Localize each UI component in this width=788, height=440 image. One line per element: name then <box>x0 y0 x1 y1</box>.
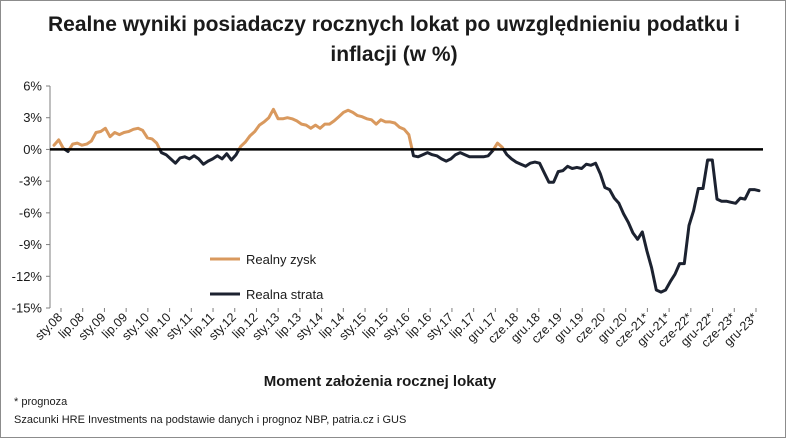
legend: Realny zysk Realna strata <box>210 252 324 302</box>
x-axis: sty.08lip.08sty.09lip.09sty.10lip.10sty.… <box>32 308 760 350</box>
series-line-realny-zysk <box>237 107 414 151</box>
y-tick-label: -3% <box>19 174 43 189</box>
legend-label-gain: Realny zysk <box>246 252 317 267</box>
footnote-forecast: * prognoza <box>14 396 68 408</box>
series-layer <box>50 107 763 294</box>
series-line-realna-strata <box>410 147 495 163</box>
y-axis: 6% 3% 0% -3% -6% -9% -12% -15% <box>12 79 51 316</box>
series-line-realny-zysk <box>52 138 67 151</box>
legend-label-loss: Realna strata <box>246 287 324 302</box>
footnote-source: Szacunki HRE Investments na podstawie da… <box>14 414 407 426</box>
chart-title: Realne wyniki posiadaczy rocznych lokat … <box>48 13 740 66</box>
y-tick-label: -9% <box>19 237 43 252</box>
y-tick-label: -12% <box>12 269 43 284</box>
y-tick-label: -15% <box>12 301 43 316</box>
x-axis-title: Moment założenia rocznej lokaty <box>263 373 497 390</box>
series-line-realna-strata <box>502 147 761 294</box>
y-tick-label: 0% <box>23 142 42 157</box>
series-line-realna-strata <box>158 147 241 166</box>
y-tick-label: -6% <box>19 205 43 220</box>
y-tick-label: 6% <box>23 79 42 94</box>
y-tick-label: 3% <box>23 110 42 125</box>
series-line-realny-zysk <box>67 126 162 151</box>
